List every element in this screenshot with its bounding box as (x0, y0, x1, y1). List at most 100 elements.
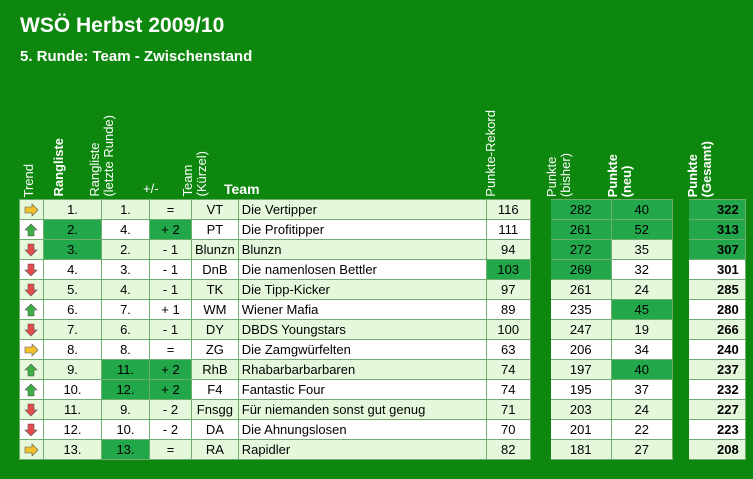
column-gap (671, 219, 689, 240)
gesamt-cell: 280 (687, 299, 746, 320)
abbr-cell: F4 (191, 379, 239, 400)
table-row: 9. 11. + 2 RhB Rhabarbarbarbaren 74 197 40 237 (19, 359, 746, 380)
rank-cell: 1. (43, 199, 102, 220)
abbr-cell: RA (191, 439, 239, 460)
abbr-cell: VT (191, 199, 239, 220)
rekord-cell: 103 (485, 259, 531, 280)
abbr-cell: TK (191, 279, 239, 300)
column-gap (529, 319, 551, 340)
standings-table: 1. 1. = VT Die Vertipper 116 282 40 322 2. 4. + 2 PT… (19, 199, 746, 460)
column-gap (671, 279, 689, 300)
column-gap (671, 399, 689, 420)
abbr-cell: WM (191, 299, 239, 320)
arrow-up-icon (23, 363, 40, 377)
team-cell: Die Ahnungslosen (237, 419, 487, 440)
change-cell: + 2 (149, 359, 192, 380)
column-gap (529, 279, 551, 300)
bisher-cell: 269 (549, 259, 612, 280)
rekord-cell: 116 (485, 199, 531, 220)
arrow-down-icon (23, 243, 40, 257)
column-gap (529, 379, 551, 400)
column-gap (671, 319, 689, 340)
bisher-cell: 282 (549, 199, 612, 220)
trend-cell (19, 219, 44, 240)
abbr-cell: DY (191, 319, 239, 340)
table-row: 1. 1. = VT Die Vertipper 116 282 40 322 (19, 199, 746, 220)
arrow-up-icon (23, 223, 40, 237)
abbr-cell: Blunzn (191, 239, 239, 260)
last-rank-cell: 4. (101, 279, 150, 300)
change-cell: - 1 (149, 239, 192, 260)
last-rank-cell: 11. (101, 359, 150, 380)
neu-cell: 34 (610, 339, 673, 360)
table-row: 6. 7. + 1 WM Wiener Mafia 89 235 45 280 (19, 299, 746, 320)
neu-cell: 35 (610, 239, 673, 260)
abbr-cell: DnB (191, 259, 239, 280)
column-gap (529, 359, 551, 380)
column-gap (671, 439, 689, 460)
abbr-cell: ZG (191, 339, 239, 360)
table-row: 4. 3. - 1 DnB Die namenlosen Bettler 103 269 32… (19, 259, 746, 280)
page-title: WSÖ Herbst 2009/10 (20, 14, 225, 37)
column-gap (529, 419, 551, 440)
gesamt-cell: 266 (687, 319, 746, 340)
header-trend: Trend (21, 163, 36, 197)
rank-cell: 5. (43, 279, 102, 300)
gesamt-cell: 208 (687, 439, 746, 460)
trend-cell (19, 379, 44, 400)
last-rank-cell: 13. (101, 439, 150, 460)
team-cell: Die Profitipper (237, 219, 487, 240)
last-rank-cell: 8. (101, 339, 150, 360)
neu-cell: 22 (610, 419, 673, 440)
gesamt-cell: 237 (687, 359, 746, 380)
abbr-cell: Fnsgg (191, 399, 239, 420)
column-gap (529, 259, 551, 280)
change-cell: - 2 (149, 419, 192, 440)
arrow-down-icon (23, 403, 40, 417)
neu-cell: 40 (610, 359, 673, 380)
change-cell: + 2 (149, 219, 192, 240)
abbr-cell: PT (191, 219, 239, 240)
rank-cell: 4. (43, 259, 102, 280)
table-row: 13. 13. = RA Rapidler 82 181 27 208 (19, 439, 746, 460)
header-rangliste-letzte: Rangliste (letzte Runde) (87, 115, 116, 197)
team-cell: Die Zamgwürfelten (237, 339, 487, 360)
neu-cell: 24 (610, 399, 673, 420)
column-gap (671, 199, 689, 220)
change-cell: + 2 (149, 379, 192, 400)
trend-cell (19, 199, 44, 220)
change-cell: = (149, 439, 192, 460)
trend-cell (19, 419, 44, 440)
arrow-up-icon (23, 383, 40, 397)
neu-cell: 32 (610, 259, 673, 280)
rank-cell: 8. (43, 339, 102, 360)
team-cell: Fantastic Four (237, 379, 487, 400)
bisher-cell: 201 (549, 419, 612, 440)
header-kuerzel: Team (Kürzel) (180, 151, 209, 197)
column-gap (529, 339, 551, 360)
arrow-up-icon (23, 303, 40, 317)
column-gap (671, 379, 689, 400)
rekord-cell: 94 (485, 239, 531, 260)
header-team: Team (224, 181, 260, 197)
team-cell: Die Vertipper (237, 199, 487, 220)
gesamt-cell: 223 (687, 419, 746, 440)
header-gesamt: Punkte (Gesamt) (685, 140, 714, 197)
abbr-cell: DA (191, 419, 239, 440)
header-rekord: Punkte-Rekord (483, 110, 498, 197)
trend-cell (19, 339, 44, 360)
neu-cell: 37 (610, 379, 673, 400)
neu-cell: 19 (610, 319, 673, 340)
last-rank-cell: 12. (101, 379, 150, 400)
team-cell: Die Tipp-Kicker (237, 279, 487, 300)
trend-cell (19, 439, 44, 460)
table-row: 7. 6. - 1 DY DBDS Youngstars 100 247 19 266 (19, 319, 746, 340)
bisher-cell: 261 (549, 219, 612, 240)
change-cell: - 1 (149, 279, 192, 300)
header-rangliste: Rangliste (51, 138, 66, 197)
column-gap (671, 339, 689, 360)
last-rank-cell: 4. (101, 219, 150, 240)
arrow-right-icon (23, 342, 40, 357)
gesamt-cell: 227 (687, 399, 746, 420)
